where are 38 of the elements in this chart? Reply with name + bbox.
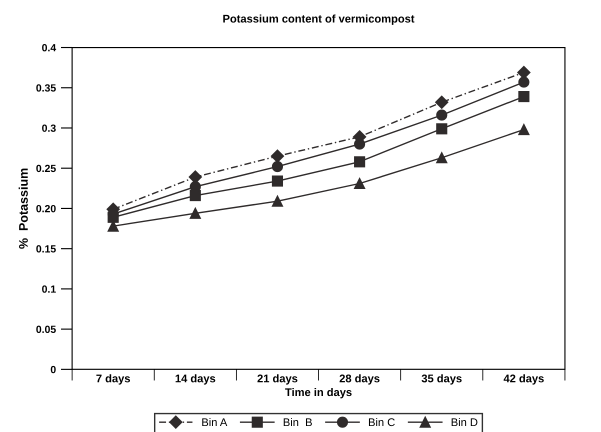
point bbox=[518, 124, 530, 136]
point bbox=[354, 156, 366, 168]
y-tick-label: 0.05 bbox=[36, 326, 56, 334]
point bbox=[518, 91, 530, 102]
x-tick-label: 21 days bbox=[257, 374, 298, 385]
y-tick-label: 0.3 bbox=[42, 124, 56, 132]
x-tick-label: 14 days bbox=[176, 374, 216, 385]
x-tick-label: 7 days bbox=[96, 374, 130, 385]
point bbox=[188, 170, 202, 184]
point bbox=[354, 178, 366, 190]
legend-label: Bin D bbox=[452, 418, 478, 426]
point bbox=[436, 152, 448, 164]
y-tick-label: 0.20 bbox=[36, 204, 56, 212]
legend-label: Bin C bbox=[368, 418, 395, 426]
x-axis-title: Time in days bbox=[285, 388, 352, 398]
chart-title: Potassium content of vermicompost bbox=[223, 14, 414, 25]
y-tick-label: 0 bbox=[50, 366, 56, 374]
point bbox=[270, 150, 284, 163]
point bbox=[272, 161, 284, 172]
x-tick-label: 28 days bbox=[340, 374, 380, 385]
x-tick-label: 35 days bbox=[422, 374, 462, 385]
y-tick-label: 0.1 bbox=[42, 285, 56, 293]
point bbox=[436, 123, 448, 134]
legend-label: Bin B bbox=[284, 418, 312, 426]
point bbox=[272, 196, 284, 207]
y-tick-label: 0.25 bbox=[36, 164, 56, 172]
y-tick-label: 0.35 bbox=[36, 84, 56, 92]
point bbox=[435, 96, 448, 109]
point bbox=[436, 110, 448, 121]
y-tick-label: 0.4 bbox=[42, 44, 56, 52]
point bbox=[518, 76, 530, 88]
legend-label: Bin A bbox=[202, 418, 228, 426]
point bbox=[272, 176, 284, 187]
point bbox=[354, 138, 366, 150]
point bbox=[190, 208, 201, 219]
y-tick-label: 0.15 bbox=[36, 245, 56, 253]
y-axis-title: % Potassium bbox=[18, 168, 28, 249]
x-tick-label: 42 days bbox=[504, 374, 544, 385]
